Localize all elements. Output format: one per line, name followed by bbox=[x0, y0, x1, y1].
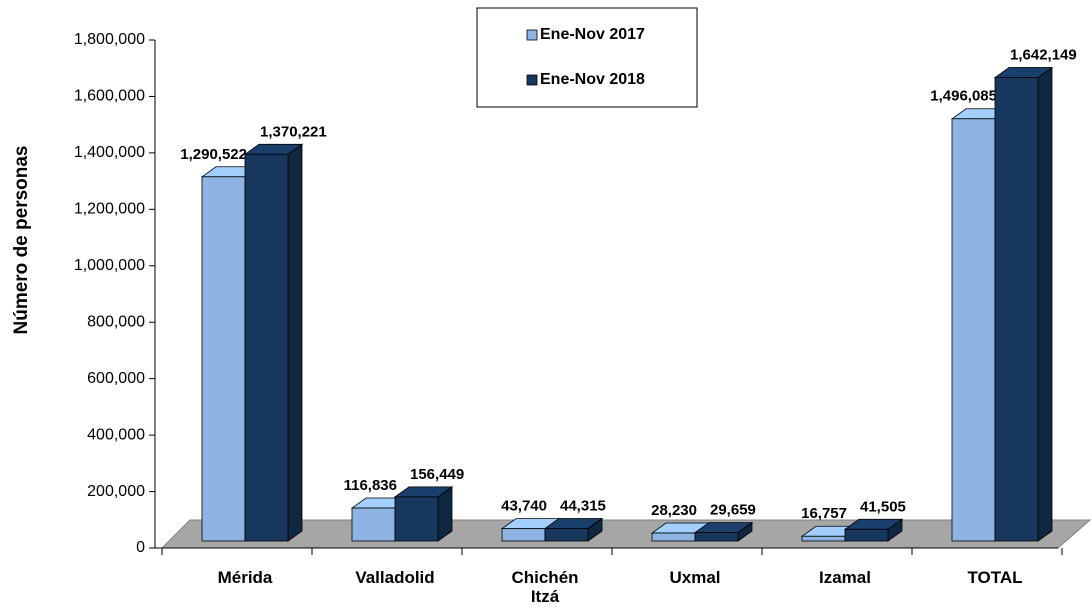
data-label: 41,505 bbox=[860, 498, 906, 515]
y-tick-label: 400,000 bbox=[87, 426, 145, 443]
legend-swatch bbox=[526, 74, 538, 86]
bar bbox=[651, 532, 696, 542]
data-label: 44,315 bbox=[560, 497, 606, 514]
x-tick-label: TOTAL bbox=[967, 568, 1023, 587]
bar bbox=[544, 528, 589, 542]
data-label: 116,836 bbox=[344, 477, 397, 494]
bar bbox=[951, 118, 996, 542]
bar bbox=[801, 535, 846, 542]
y-tick-label: 800,000 bbox=[87, 313, 145, 330]
legend-label: Ene-Nov 2018 bbox=[540, 71, 645, 88]
data-label: 1,642,149 bbox=[1010, 47, 1077, 64]
bar bbox=[501, 528, 546, 542]
y-tick-label: 1,200,000 bbox=[74, 201, 145, 218]
x-tick-label: Mérida bbox=[217, 568, 273, 587]
y-tick-label: 1,400,000 bbox=[74, 144, 145, 161]
data-label: 1,370,221 bbox=[260, 123, 327, 140]
y-tick-label: 0 bbox=[136, 539, 145, 556]
legend-swatch bbox=[526, 29, 538, 41]
x-tick-label: Chichén Itzá bbox=[511, 568, 579, 606]
y-tick-label: 600,000 bbox=[87, 370, 145, 387]
bar bbox=[994, 77, 1039, 542]
y-tick-label: 1,600,000 bbox=[74, 88, 145, 105]
y-tick-label: 1,800,000 bbox=[74, 31, 145, 48]
y-tick-label: 1,000,000 bbox=[74, 257, 145, 274]
data-label: 43,740 bbox=[501, 498, 547, 515]
bar bbox=[844, 528, 889, 542]
y-axis-title: Número de personas bbox=[11, 146, 32, 335]
bar bbox=[694, 532, 739, 542]
legend bbox=[476, 7, 698, 108]
bar-side bbox=[1037, 66, 1053, 542]
x-tick-label: Izamal bbox=[819, 568, 871, 587]
bar bbox=[201, 176, 246, 542]
x-tick-label: Uxmal bbox=[669, 568, 721, 587]
legend-label: Ene-Nov 2017 bbox=[540, 26, 645, 43]
bar bbox=[244, 153, 289, 542]
data-label: 1,496,085 bbox=[930, 88, 997, 105]
x-tick-label: Valladolid bbox=[355, 568, 435, 587]
data-label: 1,290,522 bbox=[180, 146, 247, 163]
bar bbox=[351, 507, 396, 542]
bar bbox=[394, 496, 439, 542]
data-label: 156,449 bbox=[410, 466, 464, 483]
bar-side bbox=[287, 143, 303, 542]
data-label: 16,757 bbox=[801, 505, 847, 522]
data-label: 28,230 bbox=[651, 502, 697, 519]
data-label: 29,659 bbox=[710, 502, 756, 519]
y-tick-label: 200,000 bbox=[87, 483, 145, 500]
